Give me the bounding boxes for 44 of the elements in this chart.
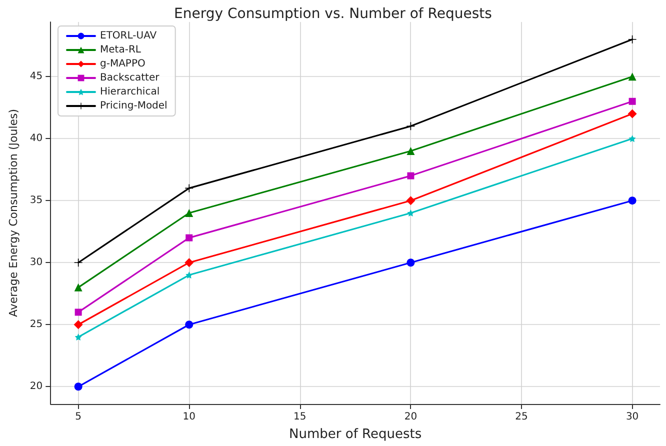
x-tick-label: 30 — [626, 412, 639, 422]
y-tick-label: 35 — [30, 195, 43, 206]
point — [184, 258, 194, 268]
point — [628, 109, 637, 118]
point — [628, 196, 636, 205]
x-tick-label: 25 — [515, 412, 528, 422]
legend-label: Meta-RL — [100, 44, 142, 56]
point — [406, 196, 416, 206]
point — [628, 35, 636, 44]
point — [406, 258, 415, 267]
point — [74, 308, 82, 316]
legend-label: Hierarchical — [100, 86, 160, 98]
point — [74, 320, 83, 330]
point — [628, 135, 636, 142]
legend-label: Backscatter — [100, 72, 160, 84]
point — [185, 209, 194, 217]
x-tick-label: 5 — [75, 412, 82, 422]
legend-label: ETORL-UAV — [100, 30, 157, 42]
point — [185, 184, 194, 192]
point — [186, 234, 193, 242]
x-axis-title: Number of Requests — [289, 427, 422, 442]
point — [74, 334, 82, 341]
legend-label: g-MAPPO — [100, 58, 146, 70]
point — [407, 172, 414, 180]
point — [185, 320, 194, 329]
y-axis-title: Average Energy Consumption (Joules) — [7, 108, 20, 318]
point — [628, 72, 636, 81]
point — [74, 382, 82, 391]
point — [406, 146, 415, 155]
x-tick-label: 20 — [404, 412, 418, 422]
point — [74, 283, 82, 292]
x-tick-label: 10 — [182, 412, 196, 422]
legend-label: Pricing-Model — [100, 100, 168, 112]
point — [74, 258, 82, 267]
y-tick-label: 30 — [30, 257, 43, 268]
point — [186, 272, 193, 279]
x-tick-label: 15 — [294, 412, 306, 422]
y-tick-label: 40 — [30, 133, 43, 144]
y-tick-label: 20 — [30, 381, 43, 392]
y-tick-label: 25 — [30, 319, 43, 330]
point — [628, 98, 636, 105]
point — [407, 210, 414, 216]
y-tick-label: 45 — [30, 71, 43, 82]
chart-title: Energy Consumption vs. Number of Requests — [174, 6, 492, 22]
